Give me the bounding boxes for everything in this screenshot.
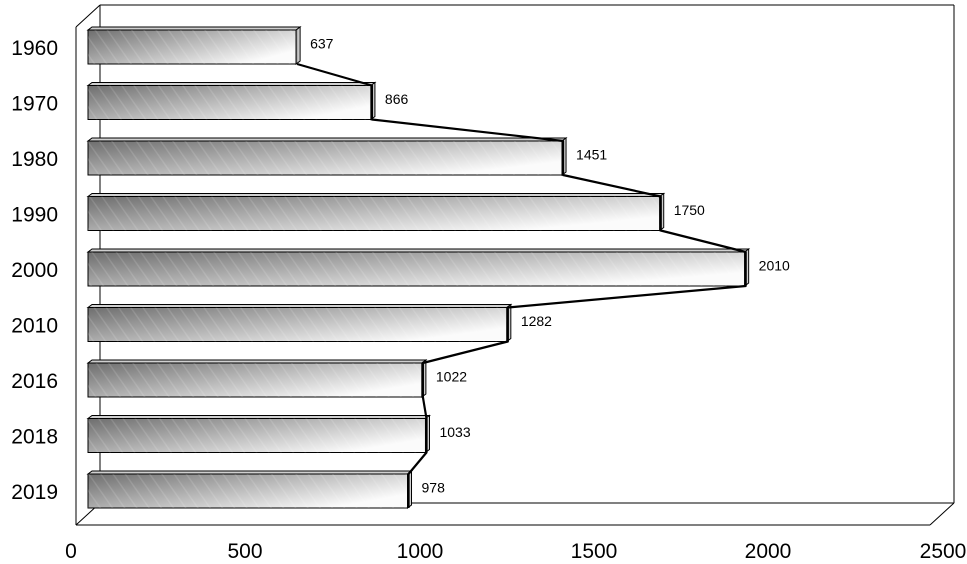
bar-2010 [86,303,513,343]
x-tick-label-1000: 1000 [397,540,444,563]
x-tick-label-500: 500 [227,540,262,563]
data-label-2000: 2010 [759,258,790,274]
x-tick-label-0: 0 [65,540,77,563]
bar-1980 [86,137,568,176]
data-label-2018: 1033 [439,424,470,440]
category-label-2019: 2019 [11,481,58,504]
value-axis-tick-labels: 0 500 1000 1500 2000 2500 [65,540,966,563]
category-label-2018: 2018 [11,426,58,449]
data-label-1990: 1750 [674,202,705,218]
data-label-2019: 978 [422,480,446,496]
x-tick-label-2500: 2500 [920,540,967,563]
category-label-2010: 2010 [11,315,58,338]
data-label-2016: 1022 [436,369,467,385]
bar-texture [88,196,660,231]
data-label-2010: 1282 [521,313,552,329]
bar-1970 [86,81,377,121]
bar-2019 [86,470,414,509]
bar-texture [88,141,563,175]
frame-depth-bottom-right [929,502,955,526]
bar-texture [88,418,426,453]
bar-2000 [86,248,751,287]
category-label-2000: 2000 [11,259,58,282]
category-label-1980: 1980 [11,148,58,171]
data-labels: 637 866 1451 1750 2010 1282 1022 1033 978 [310,36,790,496]
category-label-1970: 1970 [11,93,58,116]
bar-texture [88,85,371,120]
bar-1960 [86,26,302,65]
category-label-1990: 1990 [11,204,58,227]
bar-texture [88,474,408,508]
data-label-1970: 866 [385,91,409,107]
data-label-1960: 637 [310,36,334,52]
connector-line [296,62,747,508]
bar-texture [88,363,422,397]
category-label-2016: 2016 [11,370,58,393]
category-axis-labels: 1960 1970 1980 1990 2000 2010 2016 2018 2019 [11,37,58,504]
x-tick-label-2000: 2000 [745,540,792,563]
bar-texture [88,252,745,286]
bar-texture [88,30,297,64]
bar-2016 [86,359,428,398]
frame-depth-top-left [75,4,101,28]
x-tick-label-1500: 1500 [571,540,618,563]
bar-2018 [86,414,431,454]
bar-end-cap [295,26,301,65]
category-label-1960: 1960 [11,37,58,60]
trend-connector-line [296,62,747,508]
bar-texture [88,307,507,342]
bar-1990 [86,192,666,232]
bars [86,26,751,509]
data-label-1980: 1451 [576,147,607,163]
